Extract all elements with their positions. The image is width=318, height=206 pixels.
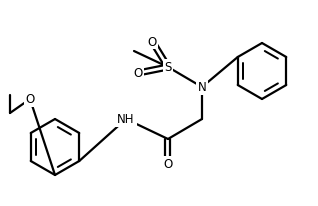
Text: O: O (163, 158, 173, 171)
Text: O: O (25, 93, 35, 106)
Text: O: O (147, 35, 157, 48)
Text: S: S (164, 61, 172, 74)
Text: N: N (197, 81, 206, 94)
Text: NH: NH (117, 113, 135, 126)
Text: O: O (133, 67, 143, 80)
